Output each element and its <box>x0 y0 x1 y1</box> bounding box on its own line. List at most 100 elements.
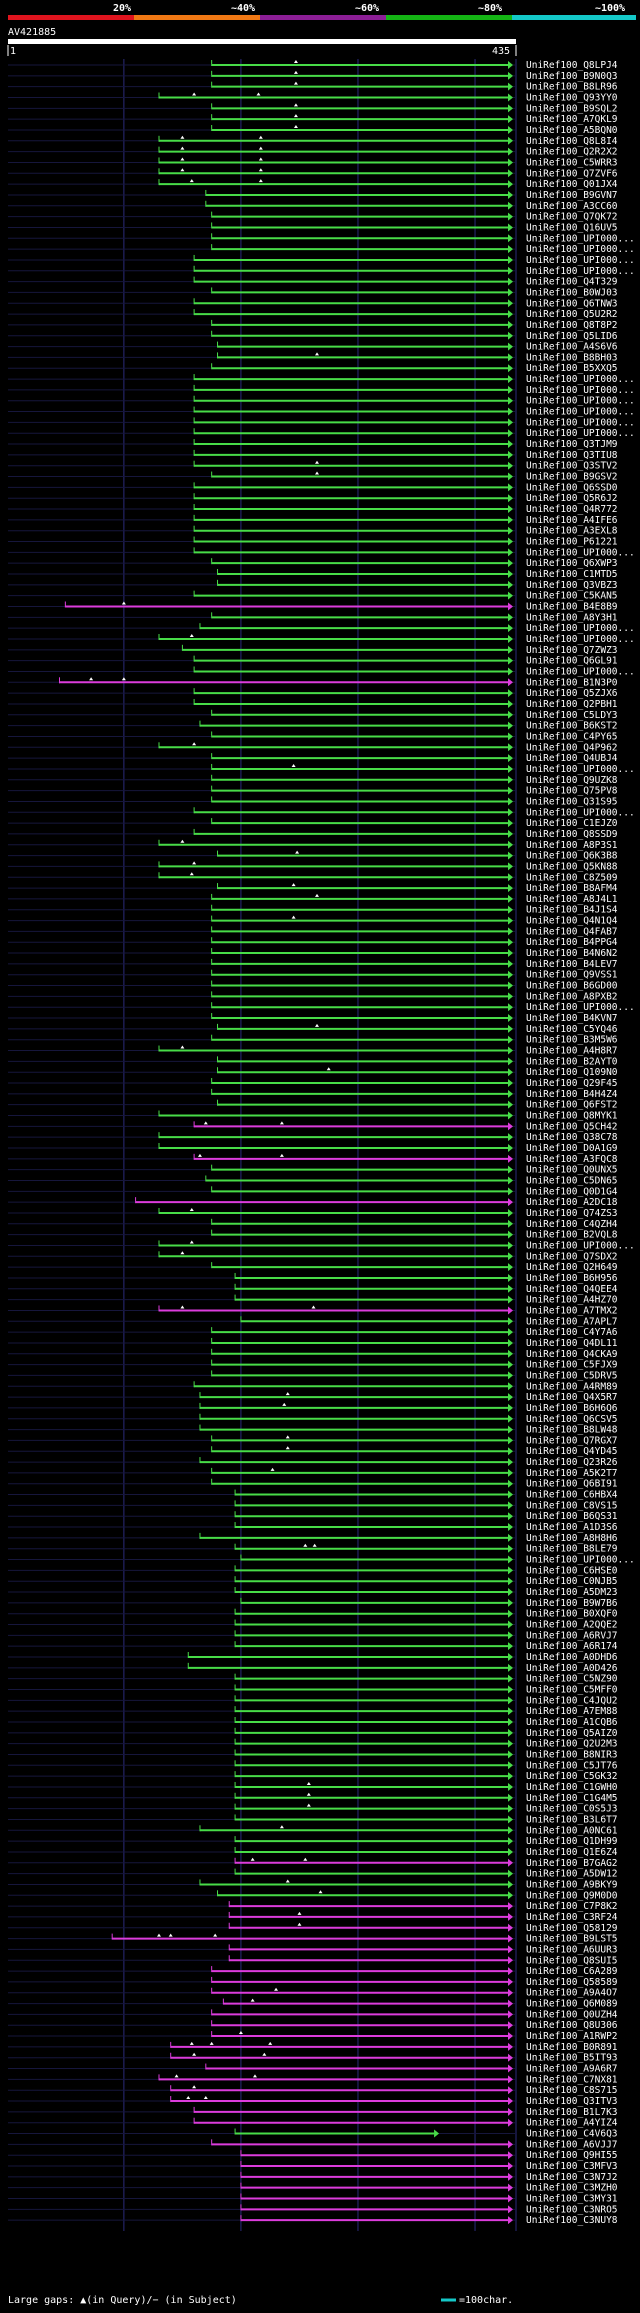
hit-row: UniRef100_Q7ZWZ3 <box>8 644 618 656</box>
gap-marker <box>180 1251 185 1255</box>
hit-row: UniRef100_A4H8R7 <box>8 1045 618 1057</box>
hit-row: UniRef100_B6KST2 <box>8 720 618 732</box>
hit-arrow <box>508 494 513 503</box>
hit-arrow <box>508 764 513 773</box>
hit-label: UniRef100_A1D3S6 <box>526 1522 618 1533</box>
hit-label: UniRef100_B9GSV2 <box>526 472 618 483</box>
hit-arrow <box>508 2053 513 2062</box>
hit-label: UniRef100_B6H6Q6 <box>526 1403 618 1414</box>
hit-row: UniRef100_C1EJZ0 <box>8 818 618 829</box>
hit-row: UniRef100_B0XQF0 <box>8 1608 618 1620</box>
hit-row: UniRef100_A9A4O7 <box>8 1987 618 1999</box>
hit-row: UniRef100_Q4X5R7 <box>8 1392 618 1403</box>
hit-label: UniRef100_Q4R772 <box>526 504 618 515</box>
hit-arrow <box>508 299 513 308</box>
hit-row: UniRef100_Q6SSD0 <box>8 482 618 493</box>
hit-arrow <box>508 624 513 633</box>
hit-row: UniRef100_Q4N1Q4 <box>8 915 618 927</box>
hit-arrow <box>508 1024 513 1033</box>
hit-arrow <box>508 1653 513 1662</box>
hit-arrow <box>508 927 513 936</box>
hit-arrow <box>508 970 513 979</box>
hit-row: UniRef100_Q5KN88 <box>8 861 618 872</box>
hit-label: UniRef100_C3MY31 <box>526 2194 618 2205</box>
hit-label: UniRef100_C3NUY8 <box>526 2215 618 2226</box>
hit-arrow <box>508 1523 513 1532</box>
gap-marker <box>238 2031 243 2035</box>
hit-row: UniRef100_UPI000... <box>8 395 635 407</box>
hit-arrow <box>508 1707 513 1716</box>
hit-row: UniRef100_B9W7B6 <box>8 1597 618 1609</box>
hit-label: UniRef100_UPI000... <box>526 634 635 645</box>
hit-label: UniRef100_Q6BI91 <box>526 1479 618 1490</box>
hit-row: UniRef100_A3EXL8 <box>8 525 618 537</box>
hit-row: UniRef100_A4HZ70 <box>8 1294 618 1306</box>
hit-row: UniRef100_C8S715 <box>8 2085 618 2096</box>
hit-label: UniRef100_B9LST5 <box>526 1934 618 1945</box>
hit-arrow <box>508 797 513 806</box>
hit-label: UniRef100_C5DRV5 <box>526 1370 618 1381</box>
hit-label: UniRef100_A3FQC8 <box>526 1154 618 1165</box>
hit-arrow <box>508 2097 513 2106</box>
hit-label: UniRef100_Q5LID6 <box>526 331 618 342</box>
hit-row: UniRef100_UPI000... <box>8 428 635 439</box>
hit-arrow <box>508 375 513 384</box>
hit-row: UniRef100_C3NUY8 <box>8 2215 618 2226</box>
hit-arrow <box>508 1674 513 1683</box>
hit-row: UniRef100_C5KAN5 <box>8 590 618 602</box>
hit-arrow <box>508 1046 513 1055</box>
hit-arrow <box>508 699 513 708</box>
gap-marker <box>293 124 298 128</box>
hit-row: UniRef100_Q7QK72 <box>8 211 618 223</box>
gap-marker <box>174 2074 179 2078</box>
hit-arrow <box>508 634 513 643</box>
identity-scale-label: ~80% <box>478 3 502 14</box>
hit-row: UniRef100_Q5U2R2 <box>8 309 618 320</box>
hit-label: UniRef100_A7EM88 <box>526 1706 618 1717</box>
hit-row: UniRef100_Q6M089 <box>8 1998 618 2010</box>
hit-label: UniRef100_C5YQ46 <box>526 1024 618 1035</box>
hit-row: UniRef100_A6R174 <box>8 1641 618 1652</box>
hit-row: UniRef100_Q75PV8 <box>8 785 618 797</box>
hit-row: UniRef100_C4Y7A6 <box>8 1327 618 1338</box>
identity-scale-label: ~60% <box>355 3 379 14</box>
gap-marker <box>197 1153 202 1157</box>
hit-arrow <box>434 2129 440 2138</box>
hit-row: UniRef100_C6A289 <box>8 1966 618 1977</box>
hit-row: UniRef100_Q1E6Z4 <box>8 1846 618 1858</box>
hit-row: UniRef100_Q4UBJ4 <box>8 753 618 764</box>
hit-arrow <box>508 2107 513 2116</box>
query-id: AV421885 <box>8 27 56 38</box>
hit-label: UniRef100_Q29F45 <box>526 1078 618 1089</box>
hit-arrow <box>508 1479 513 1488</box>
hit-label: UniRef100_B2AYT0 <box>526 1056 618 1067</box>
hit-arrow <box>508 1154 513 1163</box>
hit-arrow <box>508 916 513 925</box>
hit-label: UniRef100_B8LE79 <box>526 1544 618 1555</box>
hit-label: UniRef100_A5DM23 <box>526 1587 618 1598</box>
identity-scale-bar <box>8 15 134 20</box>
hit-label: UniRef100_UPI000... <box>526 1555 635 1566</box>
hit-row: UniRef100_A0D426 <box>8 1662 618 1674</box>
hit-label: UniRef100_B8LW48 <box>526 1425 618 1436</box>
hit-arrow <box>508 1663 513 1672</box>
hit-label: UniRef100_C8S715 <box>526 2085 618 2096</box>
hit-arrow <box>508 331 513 340</box>
hit-label: UniRef100_UPI000... <box>526 1002 635 1013</box>
hit-arrow <box>508 1804 513 1813</box>
hit-row: UniRef100_C4V6Q3 <box>8 2128 618 2140</box>
hit-row: UniRef100_A7TMX2 <box>8 1305 618 1316</box>
hit-arrow <box>508 1133 513 1142</box>
gap-marker <box>285 1435 290 1439</box>
hit-row: UniRef100_Q7ZVF6 <box>8 168 618 179</box>
hit-label: UniRef100_Q4YD45 <box>526 1446 618 1457</box>
gap-marker <box>189 2041 194 2045</box>
hit-label: UniRef100_A4RM89 <box>526 1381 618 1392</box>
hit-row: UniRef100_C5MFF0 <box>8 1684 618 1696</box>
hit-label: UniRef100_Q2U2M3 <box>526 1739 618 1750</box>
hit-arrow <box>508 1815 513 1824</box>
hit-row: UniRef100_Q9UZK8 <box>8 774 618 786</box>
hit-row: UniRef100_B4E8B9 <box>8 601 618 613</box>
hit-label: UniRef100_C5WRR3 <box>526 157 618 168</box>
hit-row: UniRef100_Q0D1G4 <box>8 1186 618 1197</box>
